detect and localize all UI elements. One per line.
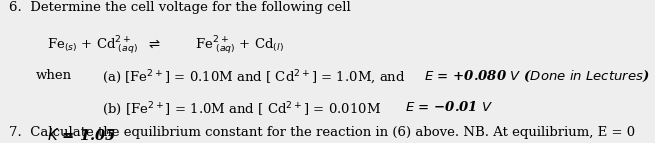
Text: (a) [Fe$^{2+}$] = 0.10M and [ Cd$^{2+}$] = 1.0M, and: (a) [Fe$^{2+}$] = 0.10M and [ Cd$^{2+}$]… (102, 69, 405, 87)
Text: 7.  Calculate the equilibrium constant for the reaction in (6) above. NB. At equ: 7. Calculate the equilibrium constant fo… (9, 126, 635, 139)
Text: when: when (36, 69, 72, 82)
Text: $E$ = −0.01 $V$: $E$ = −0.01 $V$ (405, 100, 493, 114)
Text: (b) [Fe$^{2+}$] = 1.0M and [ Cd$^{2+}$] = 0.010M: (b) [Fe$^{2+}$] = 1.0M and [ Cd$^{2+}$] … (102, 100, 385, 118)
Text: 6.  Determine the cell voltage for the following cell: 6. Determine the cell voltage for the fo… (9, 1, 350, 14)
Text: $K$ = 1.05: $K$ = 1.05 (47, 127, 116, 143)
Text: Fe$_{(s)}$ + Cd$^{2+}_{\ (aq)}$  $\rightleftharpoons$        Fe$^{2+}_{\ (aq)}$ : Fe$_{(s)}$ + Cd$^{2+}_{\ (aq)}$ $\rightl… (47, 34, 284, 57)
Text: $E$ = +0.080 $V$ ($Done\ in\ Lectures$): $E$ = +0.080 $V$ ($Done\ in\ Lectures$) (424, 69, 650, 84)
